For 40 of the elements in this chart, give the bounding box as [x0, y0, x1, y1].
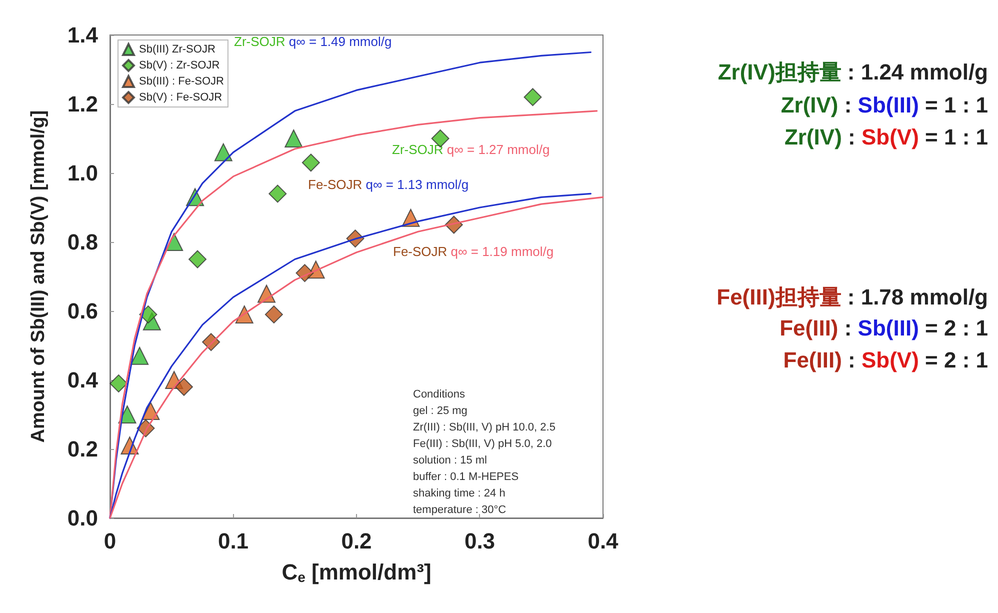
point: [214, 143, 232, 162]
y-tick-label: 0.8: [67, 230, 98, 254]
legend-label: Sb(III) : Fe-SOJR: [139, 76, 224, 88]
text: Fe(III) : Sb(III) = 2 : 1: [780, 316, 988, 340]
y-tick-label: 0.2: [67, 436, 98, 462]
x-tick-label: 0.2: [341, 528, 372, 554]
x-tick-label: 0.4: [588, 528, 620, 554]
y-tick-label: 1.2: [67, 92, 98, 116]
annotation: Zr-SOJR q∞ = 1.27 mmol/g: [392, 142, 550, 157]
y-tick-label: 0.0: [67, 506, 98, 530]
point: [284, 130, 303, 148]
legend-label: Sb(V) : Fe-SOJR: [139, 92, 222, 104]
x-axis-title: Ce [mmol/dm³]: [282, 560, 432, 585]
y-tick-label: 1.0: [67, 160, 98, 186]
point: [174, 378, 193, 396]
point: [302, 154, 320, 172]
x-tick-label: 0: [104, 528, 116, 554]
point: [110, 374, 128, 392]
text: Zr(IV)担持量 : 1.24 mmol/g: [718, 60, 988, 84]
legend-label: Sb(III) Zr-SOJR: [139, 44, 216, 56]
y-tick-label: 0.4: [67, 368, 99, 392]
text: Zr(IV) : Sb(V) = 1 : 1: [784, 124, 988, 150]
point: [188, 250, 207, 268]
text: Zr(IV) : Sb(III) = 1 : 1: [780, 92, 988, 118]
y-tick-label: 1.4: [67, 22, 99, 48]
annotation: Conditions gel : 25 mg Zr(III) : Sb(III, V) pH 10.0, 2.5 Fe(III) : Sb(III, V) pH 5.0, 2.0 solution : 15 ml buffer : 0.1 M-HEPES shaking time : 24 h temperature : 30°C: [413, 388, 556, 516]
point: [524, 88, 542, 106]
y-tick-label: 0.6: [67, 298, 98, 324]
x-tick-label: 0.3: [464, 528, 496, 554]
annotation: Fe-SOJR q∞ = 1.19 mmol/g: [393, 244, 554, 259]
text: Fe(III)担持量 : 1.78 mmol/g: [716, 284, 988, 310]
text: Fe(III) : Sb(V) = 2 : 1: [783, 348, 988, 372]
point: [130, 346, 149, 365]
annotation: Fe-SOJR q∞ = 1.13 mmol/g: [308, 177, 469, 192]
annotation: Zr-SOJR q∞ = 1.49 mmol/g: [234, 34, 392, 49]
point: [268, 184, 287, 203]
y-axis-title: Amount of Sb(III) and Sb(V) [mmol/g]: [28, 110, 49, 443]
point: [264, 305, 283, 324]
x-tick-label: 0.1: [218, 528, 249, 554]
legend-label: Sb(V) : Zr-SOJR: [139, 60, 220, 72]
